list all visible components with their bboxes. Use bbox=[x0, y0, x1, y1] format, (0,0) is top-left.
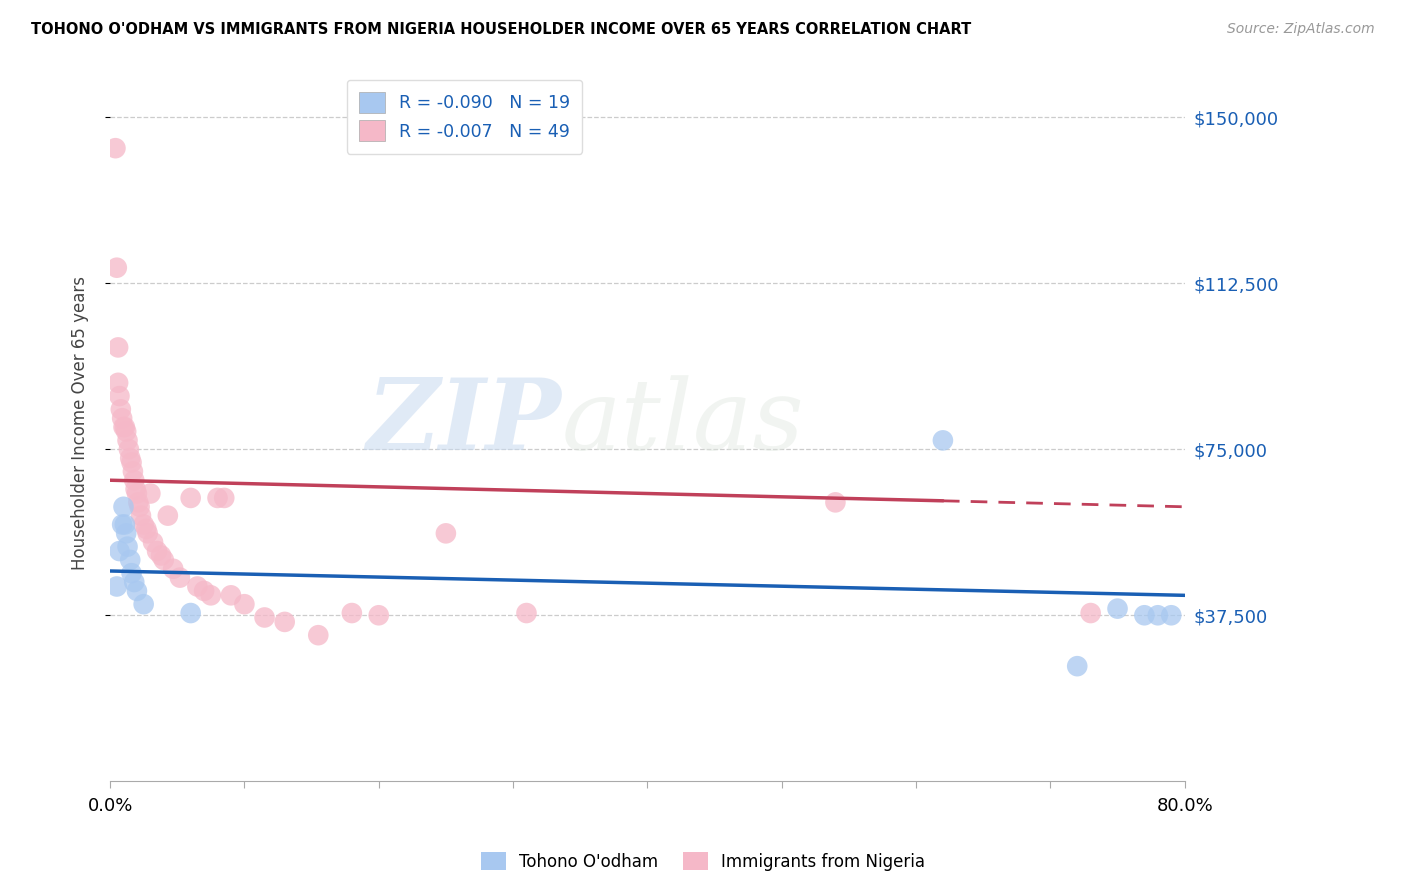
Point bbox=[156, 508, 179, 523]
Point bbox=[112, 500, 135, 514]
Point bbox=[132, 517, 155, 532]
Point bbox=[200, 588, 222, 602]
Point bbox=[180, 606, 202, 620]
Point bbox=[193, 583, 215, 598]
Point bbox=[233, 597, 256, 611]
Point bbox=[219, 588, 242, 602]
Point bbox=[107, 376, 129, 390]
Point bbox=[162, 562, 184, 576]
Point bbox=[117, 434, 139, 448]
Text: TOHONO O'ODHAM VS IMMIGRANTS FROM NIGERIA HOUSEHOLDER INCOME OVER 65 YEARS CORRE: TOHONO O'ODHAM VS IMMIGRANTS FROM NIGERI… bbox=[31, 22, 972, 37]
Point bbox=[1133, 608, 1156, 623]
Point bbox=[104, 141, 127, 155]
Point bbox=[120, 553, 142, 567]
Point bbox=[1066, 659, 1088, 673]
Point bbox=[125, 486, 148, 500]
Point bbox=[107, 340, 129, 354]
Point bbox=[153, 553, 176, 567]
Point bbox=[932, 434, 955, 448]
Point bbox=[128, 500, 150, 514]
Point bbox=[367, 608, 389, 623]
Point bbox=[212, 491, 235, 505]
Point bbox=[136, 526, 159, 541]
Point bbox=[135, 522, 157, 536]
Point bbox=[111, 517, 134, 532]
Point bbox=[142, 535, 165, 549]
Point bbox=[124, 482, 146, 496]
Point bbox=[114, 420, 136, 434]
Point bbox=[108, 544, 131, 558]
Point bbox=[150, 549, 173, 563]
Point bbox=[146, 544, 169, 558]
Point bbox=[112, 420, 135, 434]
Legend: Tohono O'odham, Immigrants from Nigeria: Tohono O'odham, Immigrants from Nigeria bbox=[472, 844, 934, 880]
Point bbox=[122, 575, 145, 590]
Point bbox=[434, 526, 457, 541]
Point bbox=[1146, 608, 1168, 623]
Point bbox=[105, 260, 128, 275]
Point bbox=[121, 456, 143, 470]
Point bbox=[273, 615, 295, 629]
Point bbox=[110, 402, 132, 417]
Point bbox=[129, 508, 152, 523]
Point bbox=[824, 495, 846, 509]
Point bbox=[340, 606, 363, 620]
Point bbox=[111, 411, 134, 425]
Text: Source: ZipAtlas.com: Source: ZipAtlas.com bbox=[1227, 22, 1375, 37]
Point bbox=[117, 540, 139, 554]
Point bbox=[105, 579, 128, 593]
Point bbox=[180, 491, 202, 505]
Point bbox=[127, 495, 149, 509]
Point bbox=[122, 473, 145, 487]
Point bbox=[1107, 601, 1129, 615]
Point bbox=[169, 571, 191, 585]
Point bbox=[253, 610, 276, 624]
Point bbox=[132, 597, 155, 611]
Point bbox=[307, 628, 329, 642]
Point bbox=[186, 579, 208, 593]
Point bbox=[515, 606, 537, 620]
Y-axis label: Householder Income Over 65 years: Householder Income Over 65 years bbox=[72, 276, 89, 570]
Point bbox=[1080, 606, 1102, 620]
Point bbox=[114, 517, 136, 532]
Point bbox=[115, 425, 138, 439]
Legend: R = -0.090   N = 19, R = -0.007   N = 49: R = -0.090 N = 19, R = -0.007 N = 49 bbox=[347, 80, 582, 153]
Point bbox=[118, 442, 141, 457]
Point bbox=[207, 491, 229, 505]
Point bbox=[108, 389, 131, 403]
Point bbox=[122, 464, 145, 478]
Point bbox=[1160, 608, 1182, 623]
Text: atlas: atlas bbox=[561, 375, 804, 470]
Point bbox=[125, 583, 148, 598]
Point bbox=[115, 526, 138, 541]
Point bbox=[139, 486, 162, 500]
Text: ZIP: ZIP bbox=[367, 375, 561, 471]
Point bbox=[120, 451, 142, 466]
Point bbox=[121, 566, 143, 581]
